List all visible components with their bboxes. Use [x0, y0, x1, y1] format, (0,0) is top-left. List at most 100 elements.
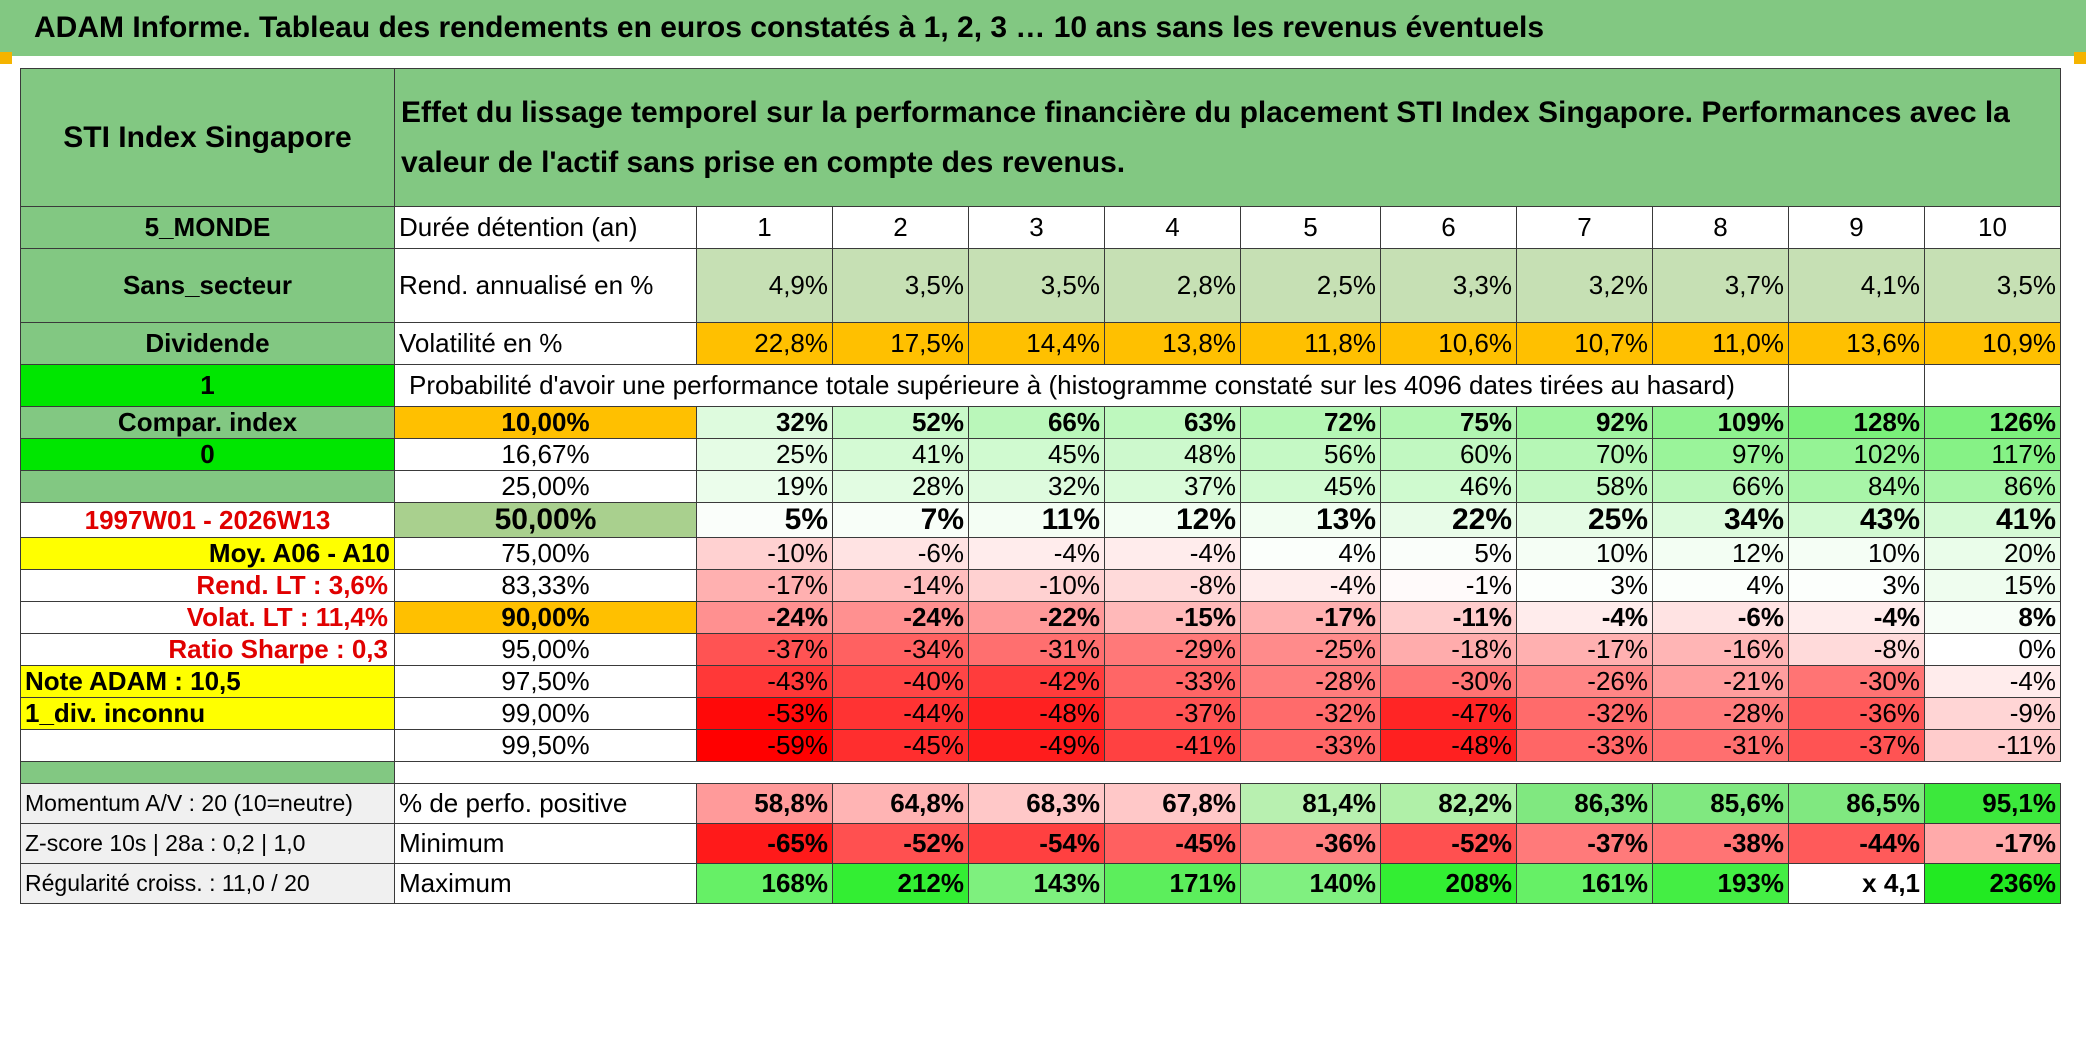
side-label: Note ADAM : 10,5: [20, 665, 395, 698]
percentile-value: -1%: [1380, 569, 1517, 602]
summary-value: 212%: [832, 863, 969, 904]
percentile-value: 48%: [1104, 438, 1241, 471]
percentile-label: 25,00%: [394, 470, 697, 503]
percentile-value: -28%: [1652, 697, 1789, 730]
percentile-value: -17%: [1516, 633, 1653, 666]
percentile-value: -14%: [832, 569, 969, 602]
returns-table: STI Index Singapore Effet du lissage tem…: [20, 68, 2061, 904]
side-label: 5_MONDE: [20, 206, 395, 249]
percentile-value: 19%: [696, 470, 833, 503]
percentile-value: -16%: [1652, 633, 1789, 666]
row-label-rend: Rend. annualisé en %: [394, 248, 697, 323]
asset-name-cell: STI Index Singapore: [20, 68, 395, 207]
percentile-value: -43%: [696, 665, 833, 698]
percentile-row: 99,50% -59% -45% -49% -41% -33% -48% -33% -31% -3…: [20, 729, 2061, 762]
summary-row: Momentum A/V : 20 (10=neutre)% de perfo.…: [20, 783, 2061, 824]
side-label: Volat. LT : 11,4%: [20, 601, 395, 634]
percentile-value: 32%: [696, 406, 833, 439]
vol-value: 10,9%: [1924, 322, 2061, 365]
percentile-value: -18%: [1380, 633, 1517, 666]
percentile-value: 41%: [832, 438, 969, 471]
summary-value: 85,6%: [1652, 783, 1789, 824]
side-label: Dividende: [20, 322, 395, 365]
percentile-value: 22%: [1380, 502, 1517, 538]
rend-value: 3,5%: [1924, 248, 2061, 323]
percentile-value: -24%: [696, 601, 833, 634]
percentile-value: 3%: [1516, 569, 1653, 602]
percentile-value: 7%: [832, 502, 969, 538]
percentile-value: 37%: [1104, 470, 1241, 503]
rend-value: 3,5%: [968, 248, 1105, 323]
summary-value: -52%: [1380, 823, 1517, 864]
rend-value: 3,5%: [832, 248, 969, 323]
percentile-value: 56%: [1240, 438, 1381, 471]
vol-value: 13,8%: [1104, 322, 1241, 365]
percentile-row: Moy. A06 - A10 75,00% -10% -6% -4% -4% 4% 5% 10%…: [20, 537, 2061, 570]
side-label: Ratio Sharpe : 0,3: [20, 633, 395, 666]
rend-value: 2,8%: [1104, 248, 1241, 323]
percentile-value: 13%: [1240, 502, 1381, 538]
rend-value: 3,7%: [1652, 248, 1789, 323]
percentile-value: -32%: [1240, 697, 1381, 730]
percentile-value: -4%: [1104, 537, 1241, 570]
percentile-value: 84%: [1788, 470, 1925, 503]
side-label: Sans_secteur: [20, 248, 395, 323]
summary-row: Z-score 10s | 28a : 0,2 | 1,0 Minimum -65%…: [20, 823, 2061, 864]
percentile-label: 16,67%: [394, 438, 697, 471]
percentile-value: -37%: [696, 633, 833, 666]
percentile-value: 102%: [1788, 438, 1925, 471]
percentile-value: -4%: [1240, 569, 1381, 602]
summary-value: 82,2%: [1380, 783, 1517, 824]
percentile-label: 75,00%: [394, 537, 697, 570]
side-label: 0: [20, 438, 395, 471]
summary-side-label: Régularité croiss. : 11,0 / 20: [20, 863, 395, 904]
percentile-value: 43%: [1788, 502, 1925, 538]
percentile-value: -17%: [696, 569, 833, 602]
percentile-value: 12%: [1104, 502, 1241, 538]
percentile-value: -10%: [696, 537, 833, 570]
percentile-row: Rend. LT : 3,6% 83,33% -17% -14% -10% -8% -4% -…: [20, 569, 2061, 602]
percentile-label: 83,33%: [394, 569, 697, 602]
vol-value: 11,8%: [1240, 322, 1381, 365]
percentile-value: -30%: [1380, 665, 1517, 698]
percentile-value: -40%: [832, 665, 969, 698]
rend-row: Sans_secteur Rend. annualisé en % 4,9% 3…: [20, 248, 2061, 323]
percentile-value: -42%: [968, 665, 1105, 698]
percentile-value: -9%: [1924, 697, 2061, 730]
percentile-value: 46%: [1380, 470, 1517, 503]
side-label: [20, 470, 395, 503]
percentile-row: Ratio Sharpe : 0,3 95,00% -37% -34% -31% -29%…: [20, 633, 2061, 666]
summary-value: 168%: [696, 863, 833, 904]
rend-value: 3,2%: [1516, 248, 1653, 323]
percentile-value: -25%: [1240, 633, 1381, 666]
year-header: 7: [1516, 206, 1653, 249]
percentile-value: 66%: [968, 406, 1105, 439]
percentile-value: 86%: [1924, 470, 2061, 503]
vol-value: 10,7%: [1516, 322, 1653, 365]
summary-value: -44%: [1788, 823, 1925, 864]
percentile-value: 25%: [1516, 502, 1653, 538]
rend-value: 2,5%: [1240, 248, 1381, 323]
vol-row: Dividende Volatilité en % 22,8% 17,5% 14…: [20, 322, 2061, 365]
percentile-value: 10%: [1788, 537, 1925, 570]
percentile-label: 97,50%: [394, 665, 697, 698]
percentile-value: 128%: [1788, 406, 1925, 439]
percentile-value: -53%: [696, 697, 833, 730]
summary-label: Minimum: [394, 823, 697, 864]
percentile-value: 8%: [1924, 601, 2061, 634]
percentile-label: 99,50%: [394, 729, 697, 762]
percentile-value: 45%: [1240, 470, 1381, 503]
percentile-value: 3%: [1788, 569, 1925, 602]
vol-value: 14,4%: [968, 322, 1105, 365]
summary-value: -65%: [696, 823, 833, 864]
summary-value: -38%: [1652, 823, 1789, 864]
percentile-value: -41%: [1104, 729, 1241, 762]
percentile-value: 70%: [1516, 438, 1653, 471]
percentile-label: 99,00%: [394, 697, 697, 730]
percentile-value: -8%: [1104, 569, 1241, 602]
percentile-value: -4%: [1516, 601, 1653, 634]
frame-corner-marker: [2074, 52, 2086, 64]
percentile-value: 28%: [832, 470, 969, 503]
percentile-value: -44%: [832, 697, 969, 730]
summary-value: -17%: [1924, 823, 2061, 864]
